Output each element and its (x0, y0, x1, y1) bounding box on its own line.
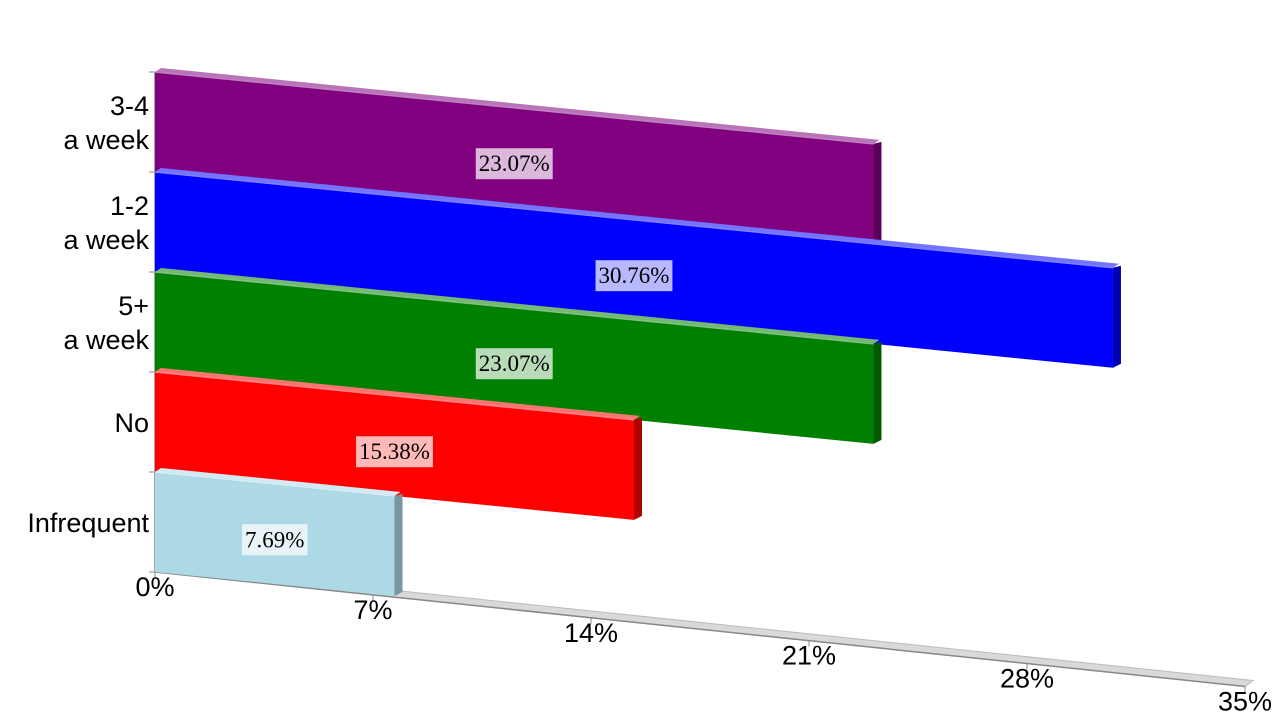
bar-edge (154, 271, 874, 345)
x-tick-label: 28% (1000, 664, 1054, 694)
value-label-box (356, 436, 433, 468)
value-label-box (242, 524, 308, 556)
value-label: 30.76% (599, 263, 670, 288)
bar-edge (154, 71, 874, 145)
value-label-box (475, 348, 553, 380)
value-label: 15.38% (359, 439, 430, 464)
value-label: 7.69% (245, 527, 304, 552)
bar-side (633, 417, 642, 520)
x-tick-label: 14% (564, 618, 618, 648)
bar-group: 30.76% (154, 168, 1121, 368)
x-tick-label: 35% (1218, 686, 1272, 716)
bar-side (873, 341, 882, 444)
y-tick-label: 5+ a week (63, 291, 149, 355)
value-label: 23.07% (479, 151, 550, 176)
bar-side (394, 493, 403, 596)
value-label: 23.07% (479, 351, 550, 376)
y-tick-label: No (114, 408, 149, 438)
bar-top (155, 468, 401, 496)
x-axis (154, 571, 1246, 688)
bar-edge (154, 471, 395, 497)
bar-side (1112, 265, 1121, 368)
value-label-box (475, 148, 553, 180)
y-tick-label: Infrequent (27, 508, 149, 538)
y-tick-label: 3-4 a week (63, 91, 149, 155)
bar-group: 23.07% (154, 268, 882, 444)
x-tick-label: 21% (782, 641, 836, 671)
value-label-box (595, 260, 673, 292)
bar-edge (154, 371, 635, 421)
bar-group: 23.07% (154, 68, 882, 244)
x-tick-label: 0% (135, 572, 174, 602)
bar-side (873, 141, 882, 244)
bar-edge (154, 171, 1114, 269)
bar-top (155, 368, 640, 420)
bar-group: 7.69% (154, 468, 403, 596)
bar-top (155, 268, 880, 344)
y-tick-label: 1-2 a week (63, 191, 149, 255)
bar-top (155, 68, 880, 144)
x-tick-label: 7% (353, 595, 392, 625)
bar-top (155, 168, 1119, 268)
